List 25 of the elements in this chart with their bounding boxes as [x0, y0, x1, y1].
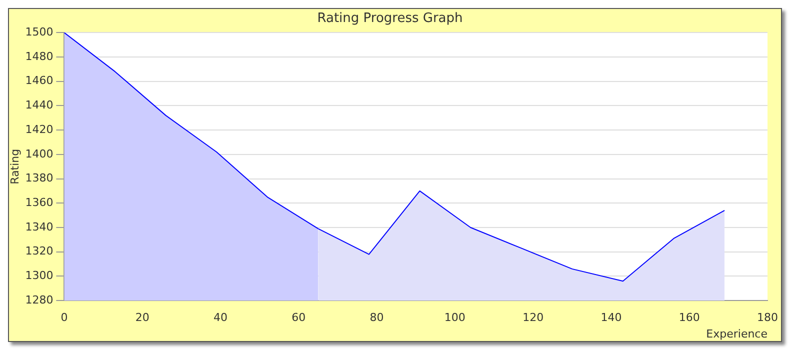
y-tick-label: 1300: [25, 269, 54, 282]
x-tick-label: 140: [600, 311, 622, 324]
y-tick-label: 1400: [25, 147, 54, 160]
x-tick-label: 0: [60, 311, 68, 324]
x-tick-label: 20: [135, 311, 150, 324]
x-axis-title: Experience: [706, 327, 768, 340]
y-axis-title: Rating: [8, 148, 22, 184]
x-tick-label: 60: [292, 311, 306, 324]
chart-title: Rating Progress Graph: [317, 11, 463, 26]
y-tick-label: 1500: [25, 25, 54, 38]
x-tick-label: 80: [370, 311, 384, 324]
x-tick-label: 160: [678, 311, 700, 324]
y-tick-label: 1420: [25, 122, 54, 136]
y-tick-label: 1480: [25, 50, 54, 63]
y-tick-label: 1280: [25, 293, 54, 306]
y-tick-label: 1340: [25, 220, 54, 234]
x-tick-label: 40: [213, 311, 228, 324]
x-tick-label: 100: [444, 311, 466, 324]
y-tick-label: 1360: [25, 196, 54, 210]
y-tick-label: 1380: [25, 172, 54, 185]
x-tick-label: 120: [522, 311, 544, 324]
y-tick-label: 1460: [25, 74, 54, 88]
x-tick-label: 180: [757, 311, 778, 324]
y-tick-label: 1440: [25, 98, 54, 112]
y-tick-label: 1320: [25, 244, 54, 258]
